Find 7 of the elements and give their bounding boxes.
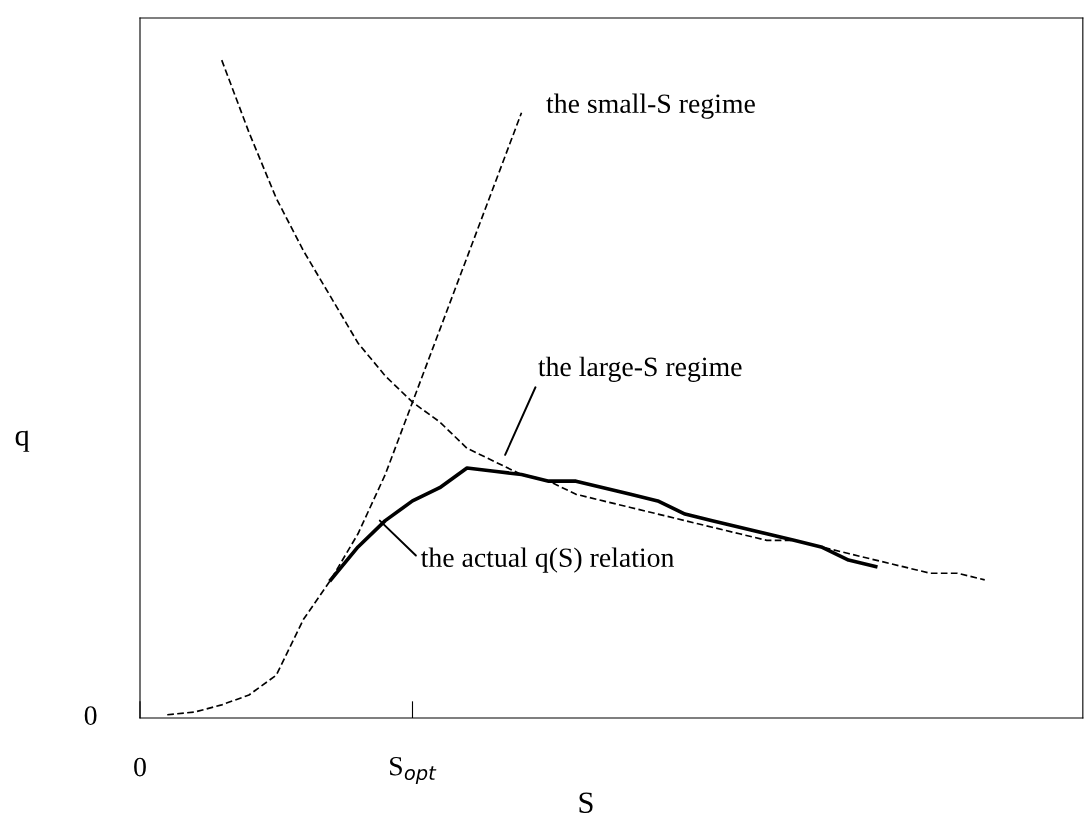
- y-axis-title: q: [15, 430, 30, 452]
- x-tick-label: S$_{opt}$: [390, 756, 437, 784]
- annotation: the large-S regime: [538, 356, 742, 382]
- text: 0: [84, 706, 97, 725]
- x-axis-title: S: [579, 792, 593, 813]
- annotation: the actual q(S) relation: [420, 547, 675, 573]
- annotation: the small-S regime: [546, 93, 755, 119]
